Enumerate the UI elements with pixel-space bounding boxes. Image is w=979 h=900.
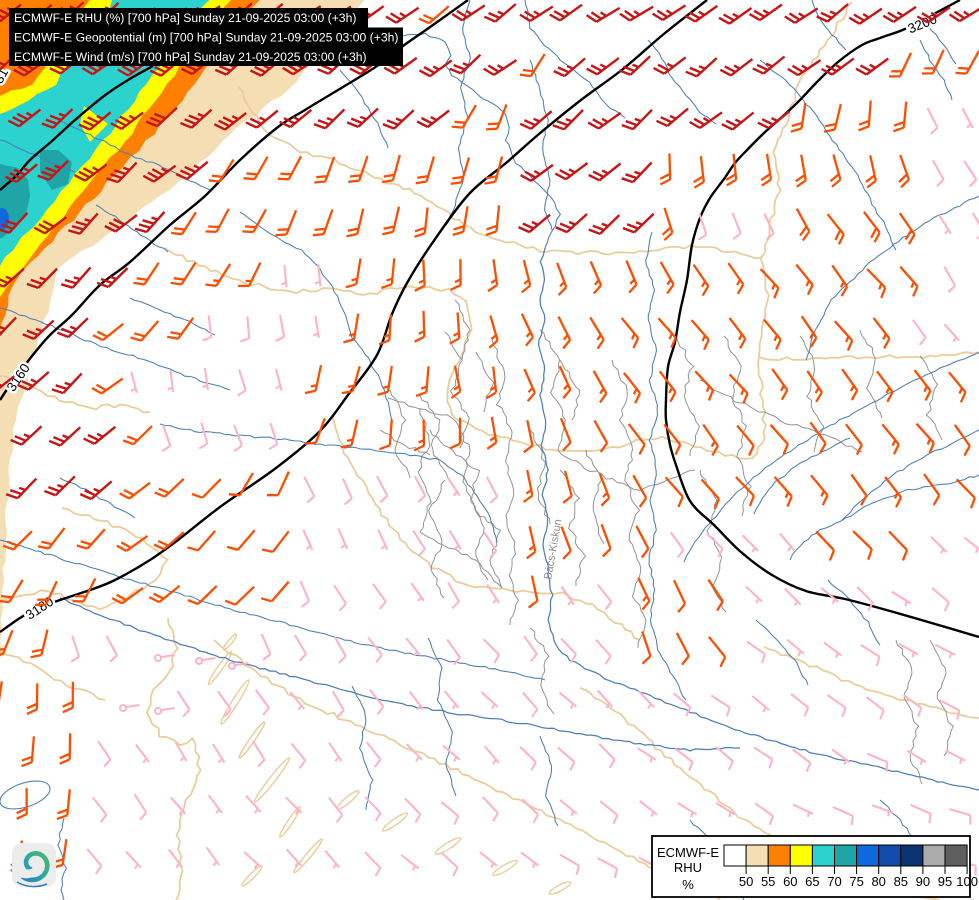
svg-text:%: % (682, 877, 694, 892)
svg-text:80: 80 (871, 874, 885, 889)
svg-text:ECMWF-E: ECMWF-E (657, 845, 719, 860)
svg-text:ECMWF-E Geopotential (m) [700: ECMWF-E Geopotential (m) [700 hPa] Sunda… (14, 31, 398, 45)
svg-text:ECMWF-E Wind (m/s) [700 hPa] S: ECMWF-E Wind (m/s) [700 hPa] Sunday 21-0… (14, 50, 367, 64)
svg-text:RHU: RHU (674, 860, 702, 875)
svg-text:70: 70 (827, 874, 841, 889)
svg-text:60: 60 (783, 874, 797, 889)
svg-text:90: 90 (916, 874, 930, 889)
svg-text:75: 75 (849, 874, 863, 889)
svg-text:100: 100 (956, 874, 978, 889)
svg-text:85: 85 (894, 874, 908, 889)
svg-text:95: 95 (938, 874, 952, 889)
svg-text:55: 55 (761, 874, 775, 889)
svg-text:ECMWF-E RHU (%) [700 hPa] Sund: ECMWF-E RHU (%) [700 hPa] Sunday 21-09-2… (14, 11, 356, 25)
svg-text:65: 65 (805, 874, 819, 889)
svg-text:50: 50 (739, 874, 753, 889)
